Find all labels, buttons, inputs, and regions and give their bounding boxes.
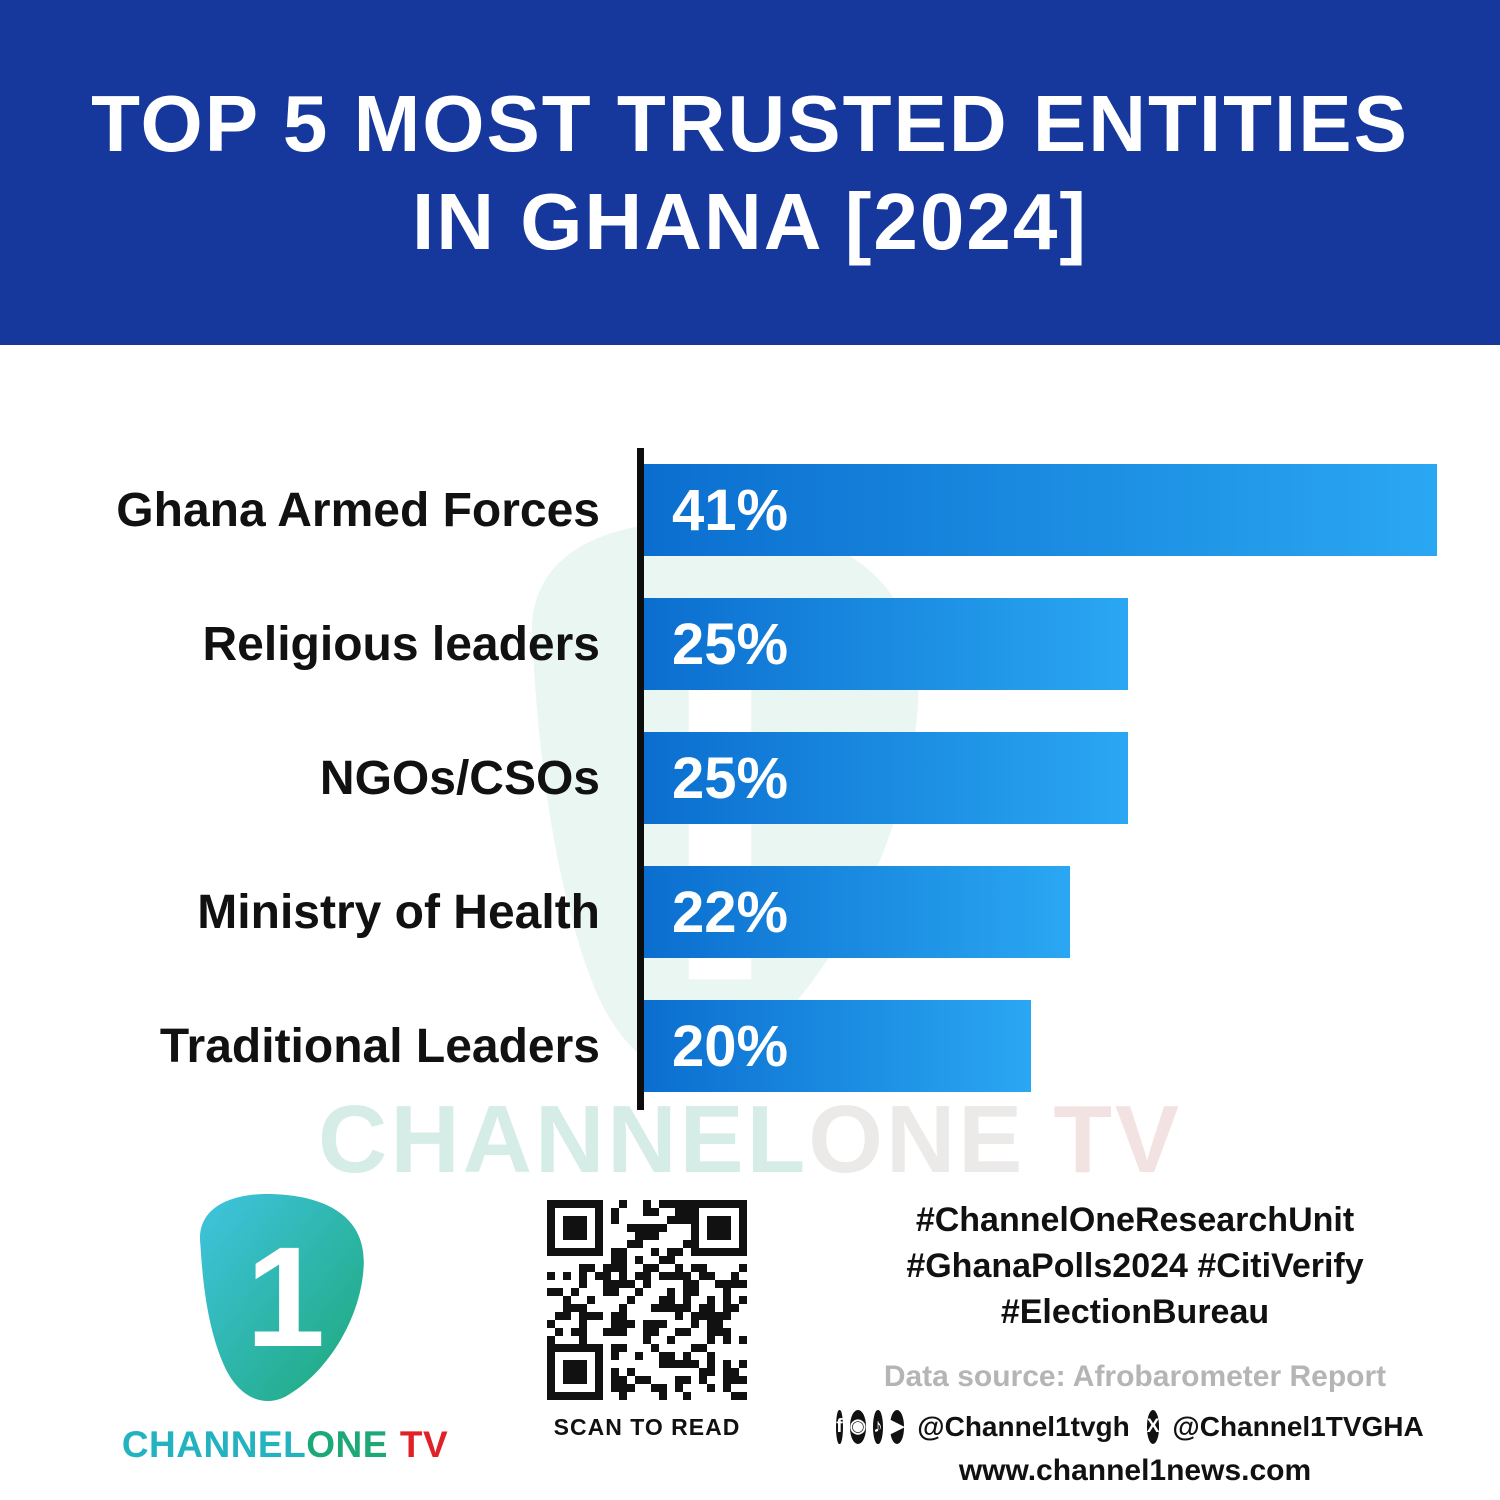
watermark-channel: CHANNEL xyxy=(317,1086,809,1193)
watermark-one: ONE xyxy=(808,1086,1026,1193)
value-label: 25% xyxy=(672,745,789,811)
wordmark-one: ONE xyxy=(306,1424,388,1465)
bar-track: 22% xyxy=(644,866,1437,958)
youtube-icon: ▶ xyxy=(889,1409,905,1444)
chart-row-religious-leaders: Religious leaders 25% xyxy=(0,598,1500,690)
page-title: TOP 5 MOST TRUSTED ENTITIES IN GHANA [20… xyxy=(91,75,1409,270)
social-handle-primary: @Channel1tvgh xyxy=(917,1410,1130,1442)
qr-code xyxy=(547,1200,747,1400)
instagram-icon: ◉ xyxy=(849,1409,867,1444)
wordmark-channel: CHANNEL xyxy=(121,1424,307,1465)
hashtags-line2: #GhanaPolls2024 #CitiVerify xyxy=(906,1246,1364,1285)
hashtags-line3: #ElectionBureau xyxy=(1000,1292,1270,1331)
category-label: Ministry of Health xyxy=(197,885,600,939)
y-axis-line xyxy=(637,448,644,1110)
social-handle-x: @Channel1TVGHA xyxy=(1172,1410,1424,1442)
social-row: f ◉ ♪ ▶ @Channel1tvgh X @Channel1TVGHA xyxy=(836,1409,1424,1444)
bar-chart: Ghana Armed Forces 41% Religious leaders… xyxy=(0,448,1500,1134)
website-url: www.channel1news.com xyxy=(958,1453,1312,1487)
bar-track: 25% xyxy=(644,598,1437,690)
bar: 22% xyxy=(644,866,1070,958)
category-label: Ghana Armed Forces xyxy=(116,483,600,537)
x-icon: X xyxy=(1146,1409,1160,1444)
bar: 20% xyxy=(644,1000,1031,1092)
tiktok-icon: ♪ xyxy=(873,1409,883,1444)
qr-caption: SCAN TO READ xyxy=(553,1414,741,1440)
bar: 41% xyxy=(644,464,1437,556)
chart-row-ministry-of-health: Ministry of Health 22% xyxy=(0,866,1500,958)
logo-numeral: 1 xyxy=(245,1218,324,1377)
bar-track: 20% xyxy=(644,1000,1437,1092)
chart-row-ngos-csos: NGOs/CSOs 25% xyxy=(0,732,1500,824)
value-label: 22% xyxy=(672,879,789,945)
category-label: NGOs/CSOs xyxy=(319,751,600,805)
chart-rows: Ghana Armed Forces 41% Religious leaders… xyxy=(0,448,1500,1092)
value-label: 25% xyxy=(672,611,789,677)
value-label: 41% xyxy=(672,477,789,543)
watermark-text: CHANNELONE TV xyxy=(0,1085,1500,1195)
page-title-line1: TOP 5 MOST TRUSTED ENTITIES xyxy=(91,78,1409,168)
channel-one-wordmark: CHANNELONE TV xyxy=(115,1424,455,1466)
footer-info-block: #ChannelOneResearchUnit #GhanaPolls2024 … xyxy=(836,1198,1424,1488)
bar: 25% xyxy=(644,598,1128,690)
hashtags-line1: #ChannelOneResearchUnit xyxy=(915,1201,1355,1239)
value-label: 20% xyxy=(672,1013,789,1079)
wordmark-tv: TV xyxy=(399,1424,449,1465)
chart-row-traditional-leaders: Traditional Leaders 20% xyxy=(0,1000,1500,1092)
bar-track: 41% xyxy=(644,464,1437,556)
bar: 25% xyxy=(644,732,1128,824)
channel-one-logo-block: 1 CHANNELONE TV xyxy=(115,1185,455,1466)
hashtags: #ChannelOneResearchUnit #GhanaPolls2024 … xyxy=(855,1198,1415,1336)
bar-track: 25% xyxy=(644,732,1437,824)
watermark-tv: TV xyxy=(1053,1086,1182,1193)
channel-one-logo-icon: 1 xyxy=(199,1193,364,1402)
header-banner: TOP 5 MOST TRUSTED ENTITIES IN GHANA [20… xyxy=(0,0,1500,345)
chart-row-ghana-armed-forces: Ghana Armed Forces 41% xyxy=(0,464,1500,556)
page-title-line2: IN GHANA [2024] xyxy=(411,176,1089,266)
facebook-icon: f xyxy=(836,1409,843,1444)
qr-block: SCAN TO READ xyxy=(542,1200,752,1441)
data-source-note: Data source: Afrobarometer Report xyxy=(883,1359,1387,1393)
category-label: Religious leaders xyxy=(202,617,600,671)
category-label: Traditional Leaders xyxy=(159,1019,600,1073)
